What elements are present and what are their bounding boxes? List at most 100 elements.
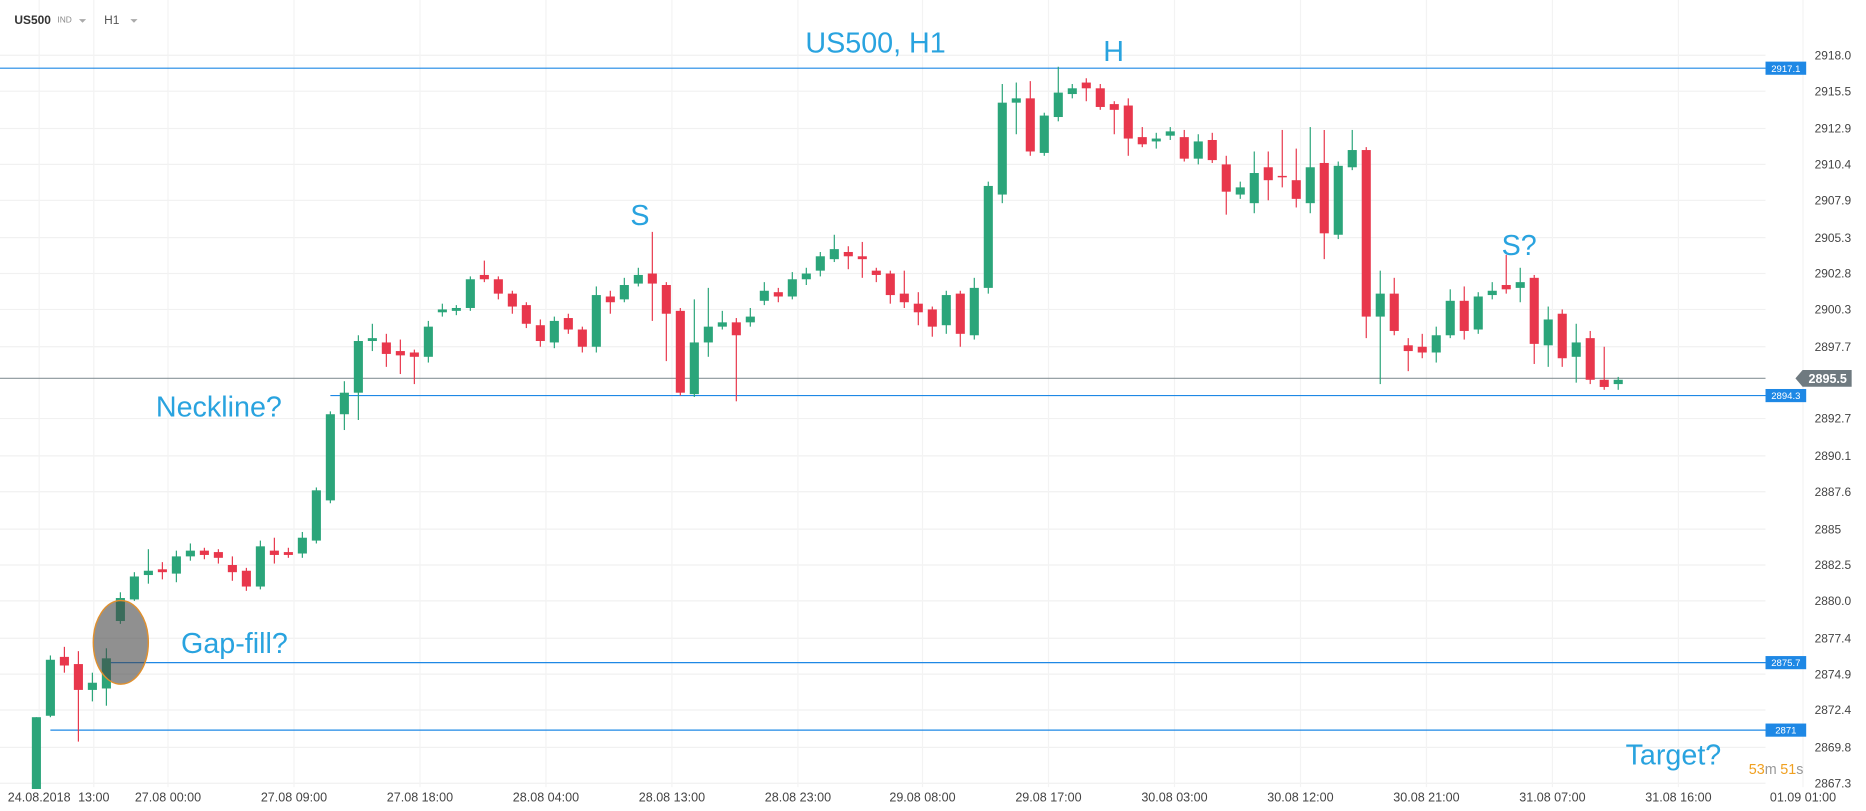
candle-body xyxy=(31,717,41,789)
candle-body xyxy=(1445,300,1455,336)
level-label-box xyxy=(1765,61,1807,75)
candle-body xyxy=(45,659,55,716)
candle-body xyxy=(829,249,839,260)
x-tick-label: 30.08 03:00 xyxy=(1141,790,1207,804)
candle-body xyxy=(269,550,279,555)
candle-body xyxy=(353,341,363,393)
y-tick-label: 2892.7 xyxy=(1815,412,1852,426)
candle-body xyxy=(185,550,195,557)
candle-body xyxy=(815,256,825,271)
candle-body xyxy=(73,664,83,690)
candle-body xyxy=(1011,98,1021,103)
candle-body xyxy=(1431,335,1441,353)
candle-body xyxy=(1529,277,1539,344)
candle-body xyxy=(1501,285,1511,290)
candle-body xyxy=(1403,345,1413,352)
candle-body xyxy=(689,342,699,395)
annotation: Target? xyxy=(1626,739,1722,771)
candle-body xyxy=(1165,131,1175,136)
level-label: 2871 xyxy=(1775,726,1796,737)
candle-body xyxy=(1095,88,1105,107)
candle-body xyxy=(1459,300,1469,331)
x-tick-label: 24.08.2018 xyxy=(8,790,71,804)
candle-body xyxy=(521,305,531,324)
candle-body xyxy=(675,310,685,393)
candle-body xyxy=(899,293,909,303)
candle-body xyxy=(339,392,349,415)
candle-body xyxy=(1109,104,1119,110)
candle-body xyxy=(1179,137,1189,159)
candle-body xyxy=(927,309,937,327)
candle-body xyxy=(1067,88,1077,95)
candle-body xyxy=(1123,105,1133,139)
x-tick-label: 29.08 08:00 xyxy=(889,790,955,804)
symbol[interactable]: US500 xyxy=(14,13,51,27)
candle-body xyxy=(1319,162,1329,234)
candle-body xyxy=(87,682,97,690)
candle-body xyxy=(549,320,559,343)
candle-body xyxy=(1571,342,1581,357)
candle-body xyxy=(857,256,867,260)
candle-body xyxy=(395,351,405,356)
candle-body xyxy=(661,285,671,314)
gap-ellipse xyxy=(92,599,150,685)
candle-body xyxy=(773,292,783,297)
y-tick-label: 2910.4 xyxy=(1815,158,1852,172)
candle-body xyxy=(969,287,979,336)
candle-body xyxy=(423,326,433,357)
y-tick-label: 2902.8 xyxy=(1815,267,1852,281)
candle-body xyxy=(199,550,209,555)
overlay: US500, H1 H S S? Neckline? Gap-fill? Tar… xyxy=(14,13,1803,778)
candle-body xyxy=(843,251,853,257)
annotation: Gap-fill? xyxy=(181,628,288,660)
level-label-box xyxy=(1765,388,1807,403)
market[interactable]: IND xyxy=(57,15,71,25)
level-label: 2917.1 xyxy=(1771,64,1800,75)
annotation: Neckline? xyxy=(156,391,282,423)
dropdown-caret[interactable] xyxy=(78,19,87,23)
y-tick-label: 2880.0 xyxy=(1815,594,1852,608)
x-tick-label: 27.08 09:00 xyxy=(261,790,327,804)
candle-body xyxy=(703,326,713,343)
level-label-box xyxy=(1765,723,1807,737)
candle-body xyxy=(1277,175,1287,178)
x-tick-label: 27.08 18:00 xyxy=(387,790,453,804)
candle-body xyxy=(871,270,881,275)
y-tick-label: 2915.5 xyxy=(1815,84,1852,98)
candle-body xyxy=(1249,173,1259,204)
candle-body xyxy=(1137,137,1147,145)
candle-body xyxy=(507,293,517,307)
annotation: S xyxy=(630,200,649,232)
candle-body xyxy=(1375,293,1385,317)
candle-body xyxy=(1193,141,1203,159)
candle-body xyxy=(619,285,629,300)
candle-body xyxy=(997,102,1007,195)
candle-body xyxy=(1235,187,1245,195)
current-price-box xyxy=(1795,369,1852,387)
candle-body xyxy=(647,273,657,284)
y-tick-label: 2867.3 xyxy=(1815,776,1852,790)
x-tick-label: 29.08 17:00 xyxy=(1015,790,1081,804)
x-tick-label: 28.08 04:00 xyxy=(513,790,579,804)
annotation: US500, H1 xyxy=(805,28,945,60)
candle-body xyxy=(731,322,741,336)
y-tick-label: 2912.9 xyxy=(1815,122,1852,136)
y-tick-label: 2890.1 xyxy=(1815,449,1852,463)
level-label: 2875.7 xyxy=(1771,658,1800,669)
y-tick-label: 2885 xyxy=(1815,522,1842,536)
y-tick-label: 2900.3 xyxy=(1815,303,1852,317)
interval[interactable]: H1 xyxy=(104,13,120,27)
candle-body xyxy=(885,273,895,296)
x-tick-label: 31.08 16:00 xyxy=(1645,790,1711,804)
candle-body xyxy=(1585,338,1595,380)
y-tick-label: 2874.9 xyxy=(1815,667,1852,681)
y-tick-label: 2872.4 xyxy=(1815,703,1852,717)
y-tick-label: 2869.8 xyxy=(1815,741,1852,755)
dropdown-caret[interactable] xyxy=(130,19,138,23)
candle-body xyxy=(311,490,321,541)
x-tick-label: 28.08 23:00 xyxy=(765,790,831,804)
candle-body xyxy=(1305,167,1315,204)
candle-body xyxy=(1207,139,1217,161)
x-tick-label: 30.08 21:00 xyxy=(1393,790,1459,804)
